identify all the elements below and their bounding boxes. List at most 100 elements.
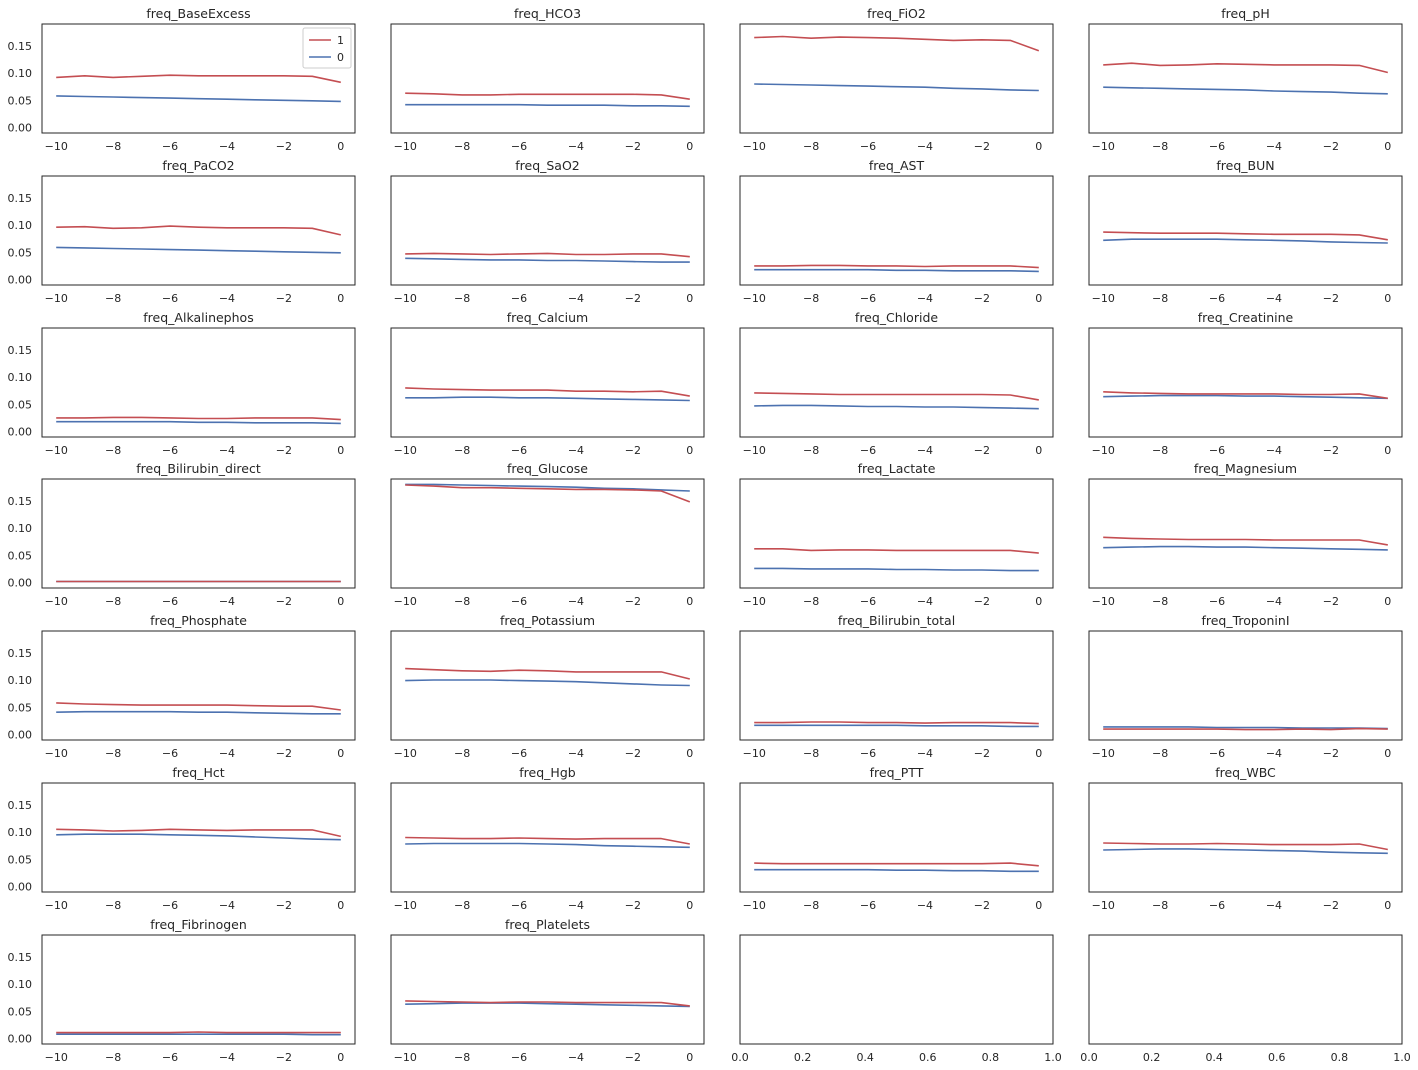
axes-frame: [1088, 478, 1403, 589]
panel-title: freq_SaO2: [515, 158, 580, 173]
xtick-label: −6: [860, 140, 876, 153]
series-0-line: [56, 420, 341, 425]
xtick-label: 0: [1035, 292, 1042, 305]
panel-title: freq_Hgb: [519, 765, 575, 780]
xtick-label: 0: [1384, 899, 1391, 912]
xtick-label: −2: [974, 444, 990, 457]
xtick-label: 0: [1384, 140, 1391, 153]
axes-frame: [390, 478, 705, 589]
xtick-label: −4: [568, 1051, 584, 1064]
xtick-label: −4: [917, 747, 933, 760]
xtick-label: −2: [974, 140, 990, 153]
axes-frame: [41, 23, 356, 134]
xtick-label: −10: [45, 1051, 68, 1064]
ytick-label: 0.15: [8, 344, 33, 357]
ytick-label: 0.10: [8, 826, 33, 839]
panel-title: freq_Lactate: [858, 461, 936, 476]
legend-label: 0: [337, 51, 344, 64]
panel-5: freq_SaO2 −10 −8 −6 −4 −2 0: [390, 158, 705, 305]
xtick-label: −2: [276, 595, 292, 608]
xtick-label: 0: [1035, 444, 1042, 457]
panel-title: freq_BUN: [1216, 158, 1274, 173]
xtick-label: −2: [974, 747, 990, 760]
xtick-label: −8: [105, 140, 121, 153]
legend: 10: [302, 27, 352, 69]
panel-title: freq_Potassium: [500, 613, 595, 628]
xtick-label: −2: [276, 747, 292, 760]
xtick-label: −2: [1323, 292, 1339, 305]
xtick-label: −10: [45, 292, 68, 305]
xtick-label: 1.0: [1393, 1051, 1411, 1064]
ytick-label: 0.10: [8, 67, 33, 80]
xtick-label: −2: [276, 444, 292, 457]
panel-title: freq_HCO3: [514, 6, 581, 21]
series-0-line: [1103, 726, 1388, 730]
xtick-label: −4: [568, 444, 584, 457]
ytick-label: 0.05: [8, 1005, 33, 1018]
series-0-line: [56, 1033, 341, 1036]
xtick-label: −8: [803, 747, 819, 760]
panel-title: freq_Platelets: [505, 917, 590, 932]
panel-21: freq_Hgb −10 −8 −6 −4 −2 0: [390, 765, 705, 912]
xtick-label: −10: [394, 1051, 417, 1064]
axes-frame: [739, 478, 1054, 589]
panel-title: freq_PaCO2: [162, 158, 234, 173]
xtick-label: 0.2: [1143, 1051, 1161, 1064]
xtick-label: −8: [803, 595, 819, 608]
xtick-label: 0: [337, 1051, 344, 1064]
series-1-line: [754, 392, 1039, 401]
xtick-label: −4: [219, 899, 235, 912]
series-0-line: [1103, 238, 1388, 244]
ytick-label: 0.00: [8, 122, 33, 135]
xtick-label: −2: [1323, 747, 1339, 760]
xtick-label: −2: [974, 292, 990, 305]
xtick-label: −10: [1092, 595, 1115, 608]
xtick-label: 0.8: [1331, 1051, 1349, 1064]
ytick-label: 0.00: [8, 881, 33, 894]
xtick-label: −4: [1266, 292, 1282, 305]
panel-8: freq_Alkalinephos 0.00 0.05 0.10 0.15 −10 −8 −6…: [8, 310, 356, 457]
ytick-label: 0.15: [8, 951, 33, 964]
panel-title: freq_AST: [869, 158, 925, 173]
xtick-label: −6: [511, 292, 527, 305]
axes-frame: [1088, 782, 1403, 893]
series-1-line: [754, 35, 1040, 52]
panel-19: freq_TroponinI −10 −8 −6 −4 −2 0: [1088, 613, 1403, 760]
series-1-line: [754, 721, 1039, 725]
axes-frame: [41, 934, 356, 1045]
axes-frame: [41, 782, 356, 893]
xtick-label: −4: [219, 747, 235, 760]
xtick-label: −6: [162, 747, 178, 760]
ytick-label: 0.15: [8, 799, 33, 812]
ytick-label: 0.10: [8, 978, 33, 991]
panel-title: freq_Creatinine: [1198, 310, 1294, 325]
series-0-line: [56, 246, 341, 254]
series-0-line: [405, 842, 690, 849]
xtick-label: −4: [568, 595, 584, 608]
axes-frame: [1088, 934, 1403, 1045]
xtick-label: −2: [625, 140, 641, 153]
xtick-label: −2: [625, 292, 641, 305]
series-1-line: [1103, 727, 1388, 731]
xtick-label: −10: [394, 140, 417, 153]
xtick-label: −2: [1323, 899, 1339, 912]
xtick-label: −2: [625, 444, 641, 457]
series-1-line: [1103, 62, 1388, 74]
xtick-label: −8: [454, 292, 470, 305]
xtick-label: −8: [105, 899, 121, 912]
panel-14: freq_Lactate −10 −8 −6 −4 −2 0: [739, 461, 1054, 608]
series-0-line: [405, 257, 690, 263]
xtick-label: −6: [860, 747, 876, 760]
panel-title: freq_Bilirubin_total: [838, 613, 955, 628]
xtick-label: −6: [162, 444, 178, 457]
xtick-label: −4: [1266, 444, 1282, 457]
series-1-line: [754, 862, 1039, 867]
xtick-label: −6: [1209, 444, 1225, 457]
xtick-label: 0: [686, 444, 693, 457]
xtick-label: 0: [337, 595, 344, 608]
xtick-label: −6: [162, 292, 178, 305]
axes-frame: [41, 630, 356, 741]
xtick-label: −6: [162, 140, 178, 153]
xtick-label: −6: [1209, 899, 1225, 912]
xtick-label: −6: [511, 747, 527, 760]
